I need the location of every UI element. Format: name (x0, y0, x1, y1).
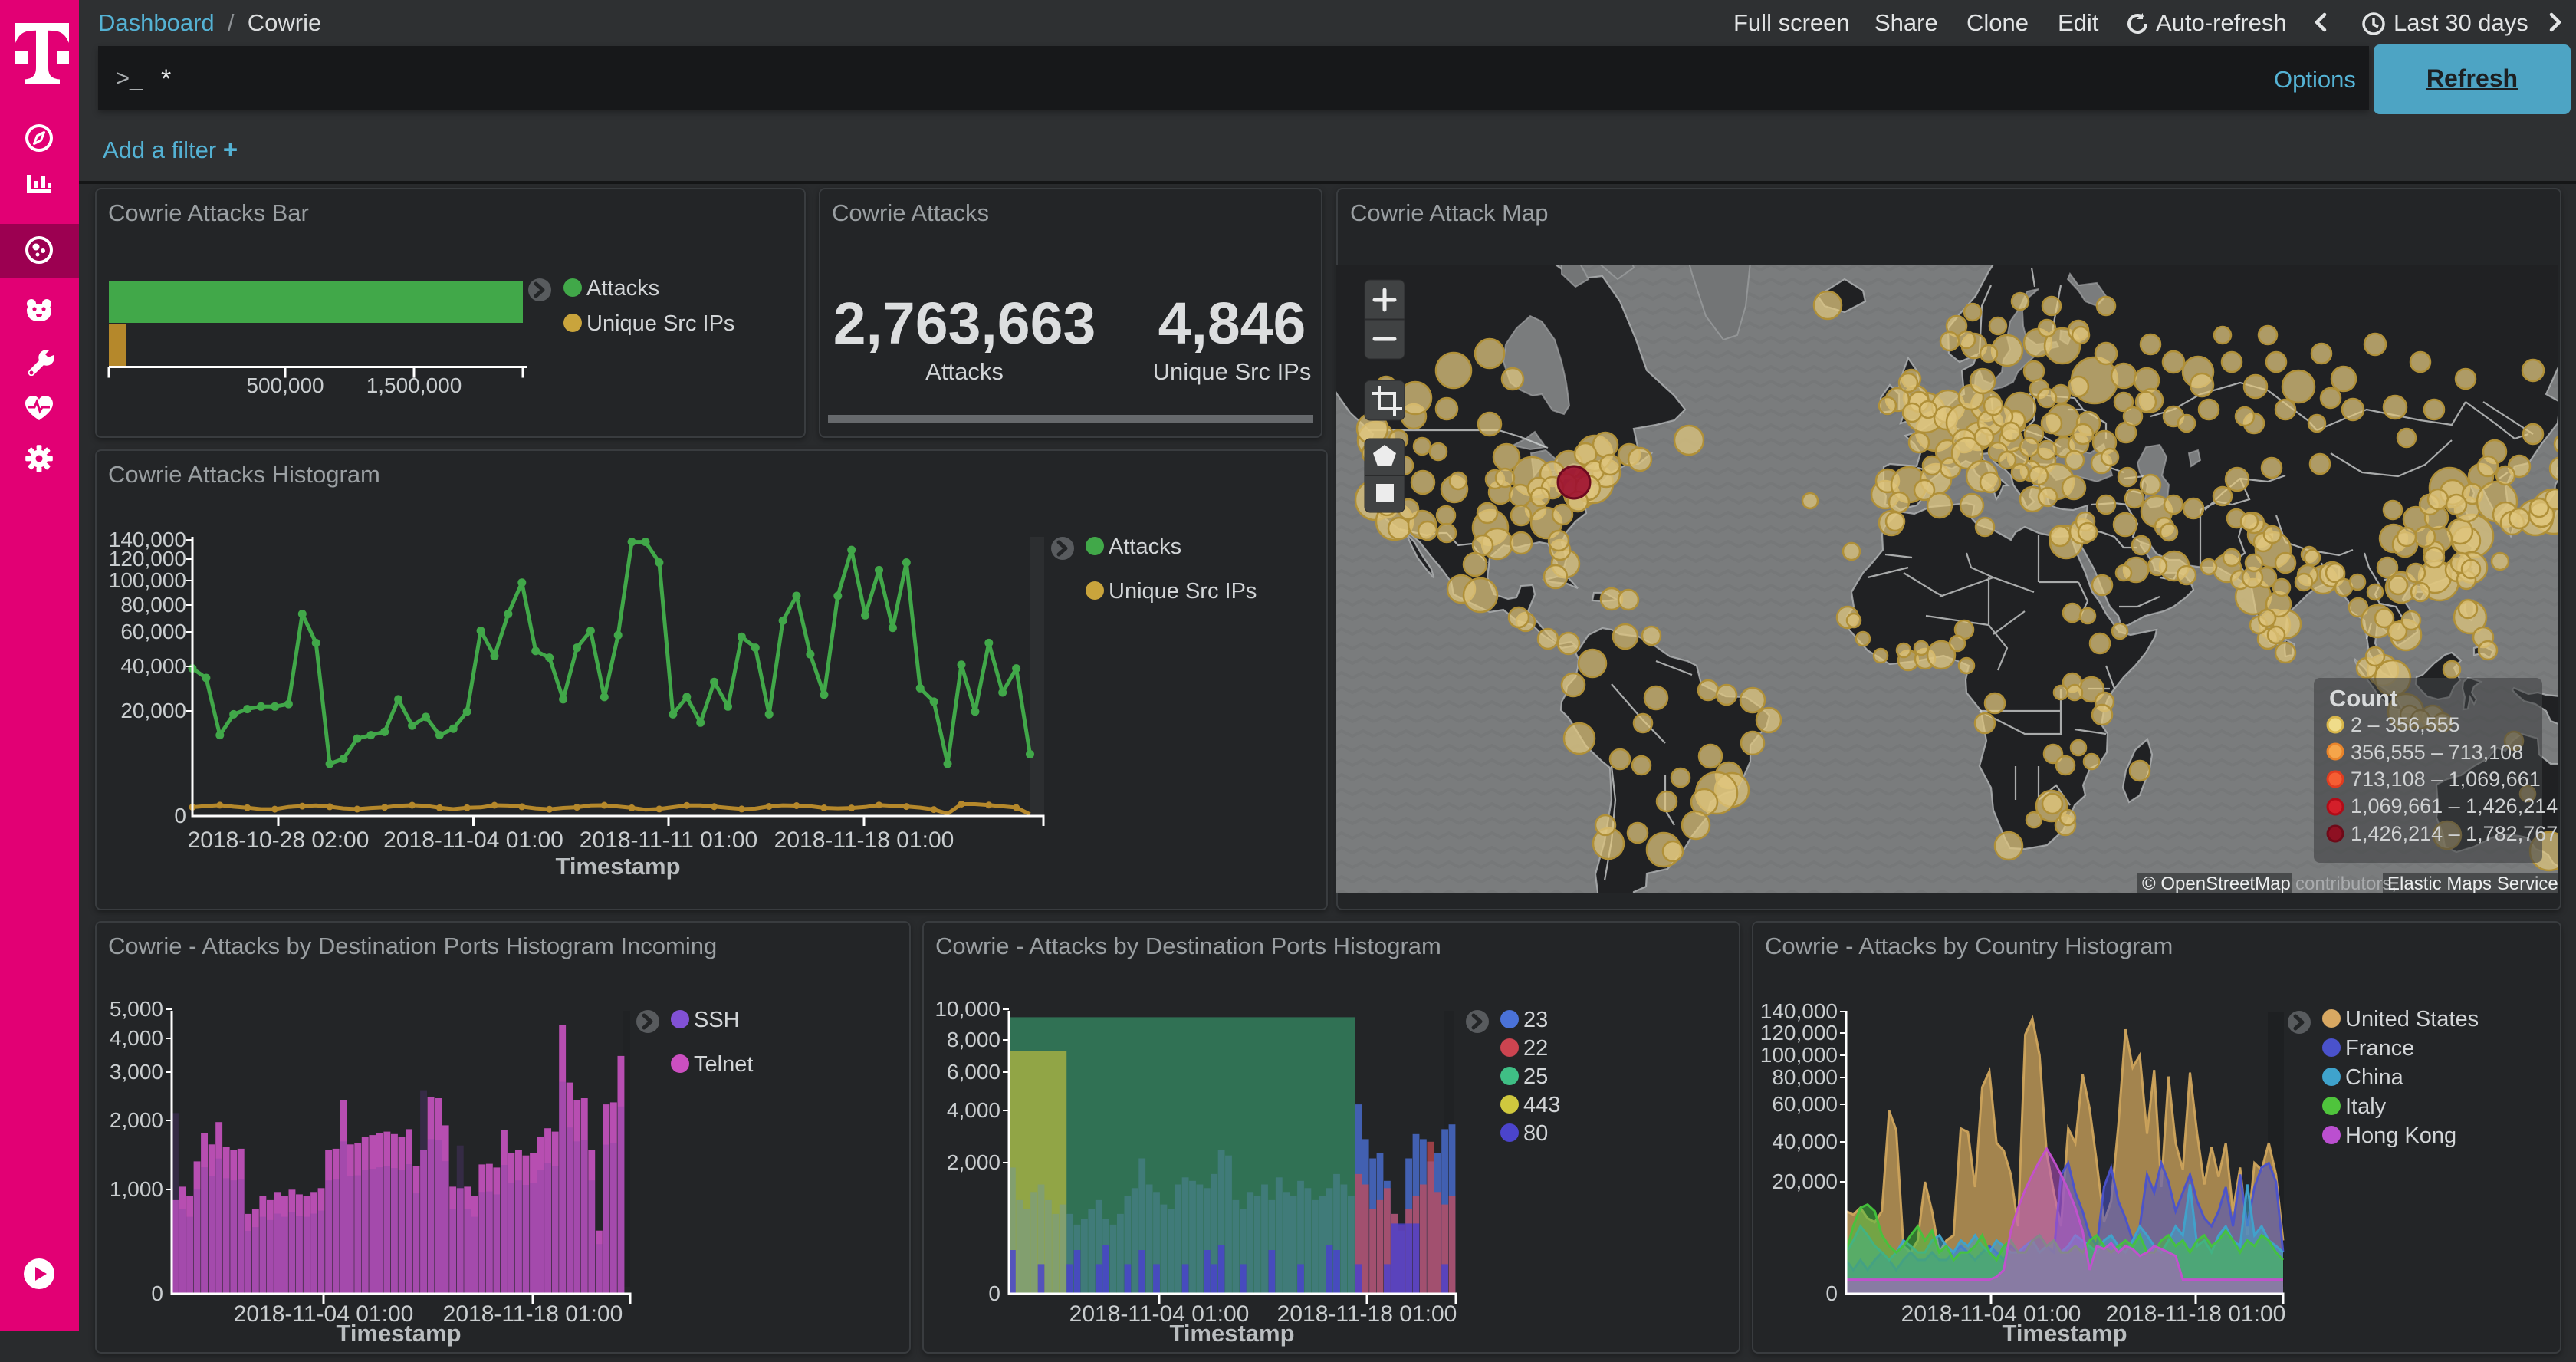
svg-text:2018-11-04 01:00: 2018-11-04 01:00 (234, 1301, 414, 1327)
svg-text:60,000: 60,000 (120, 620, 186, 643)
svg-text:1,500,000: 1,500,000 (366, 373, 462, 397)
svg-text:Timestamp: Timestamp (555, 853, 680, 880)
svg-text:140,000: 140,000 (109, 528, 186, 551)
svg-text:2018-11-11 01:00: 2018-11-11 01:00 (580, 827, 757, 853)
svg-text:Count: Count (2329, 685, 2398, 712)
svg-text:© OpenStreetMap: © OpenStreetMap (2142, 873, 2291, 894)
svg-text:France: France (2345, 1036, 2414, 1061)
svg-text:2018-11-18 01:00: 2018-11-18 01:00 (1277, 1301, 1457, 1327)
svg-text:8,000: 8,000 (947, 1028, 1001, 1051)
svg-text:80: 80 (1523, 1121, 1548, 1146)
svg-text:713,108 – 1,069,661: 713,108 – 1,069,661 (2351, 768, 2541, 791)
svg-text:40,000: 40,000 (1772, 1130, 1838, 1153)
svg-text:2018-10-28 02:00: 2018-10-28 02:00 (188, 827, 370, 853)
svg-text:United States: United States (2345, 1007, 2479, 1031)
svg-text:23: 23 (1523, 1008, 1548, 1032)
svg-text:Timestamp: Timestamp (336, 1320, 461, 1347)
svg-text:120,000: 120,000 (109, 547, 186, 571)
svg-text:6,000: 6,000 (947, 1060, 1001, 1084)
svg-text:China: China (2345, 1065, 2404, 1090)
svg-text:2018-11-04 01:00: 2018-11-04 01:00 (1901, 1301, 2082, 1327)
svg-text:0: 0 (1825, 1281, 1838, 1305)
svg-text:Telnet: Telnet (694, 1052, 753, 1077)
svg-text:2018-11-18 01:00: 2018-11-18 01:00 (2106, 1301, 2286, 1327)
svg-text:Elastic Maps Service: Elastic Maps Service (2387, 873, 2558, 894)
svg-text:443: 443 (1523, 1093, 1560, 1117)
svg-text:2,000: 2,000 (110, 1108, 163, 1132)
svg-text:0: 0 (174, 804, 186, 827)
svg-text:20,000: 20,000 (120, 699, 186, 722)
svg-text:2,000: 2,000 (947, 1150, 1001, 1174)
svg-text:40,000: 40,000 (120, 654, 186, 678)
svg-text:120,000: 120,000 (1760, 1021, 1838, 1045)
svg-text:5,000: 5,000 (110, 997, 163, 1021)
svg-text:Attacks: Attacks (586, 276, 659, 301)
svg-text:1,426,214 – 1,782,767: 1,426,214 – 1,782,767 (2351, 822, 2558, 845)
svg-text:Italy: Italy (2345, 1094, 2387, 1119)
svg-text:2 – 356,555: 2 – 356,555 (2351, 713, 2460, 736)
svg-text:contributors,: contributors, (2295, 873, 2397, 894)
svg-text:2018-11-04 01:00: 2018-11-04 01:00 (1070, 1301, 1250, 1327)
svg-text:Timestamp: Timestamp (1169, 1320, 1294, 1347)
svg-text:1,069,661 – 1,426,214: 1,069,661 – 1,426,214 (2351, 794, 2558, 818)
svg-text:4,000: 4,000 (947, 1098, 1001, 1122)
svg-text:2018-11-18 01:00: 2018-11-18 01:00 (774, 827, 955, 853)
svg-text:Attacks: Attacks (1109, 535, 1181, 559)
svg-text:100,000: 100,000 (109, 568, 186, 592)
svg-text:0: 0 (988, 1281, 1001, 1305)
svg-text:60,000: 60,000 (1772, 1092, 1838, 1116)
svg-text:140,000: 140,000 (1760, 999, 1838, 1023)
svg-text:0: 0 (151, 1281, 163, 1305)
svg-text:25: 25 (1523, 1064, 1548, 1089)
svg-text:80,000: 80,000 (120, 593, 186, 617)
svg-text:Unique Src IPs: Unique Src IPs (586, 311, 734, 336)
svg-text:Timestamp: Timestamp (2002, 1320, 2127, 1347)
svg-text:500,000: 500,000 (246, 373, 324, 397)
svg-text:20,000: 20,000 (1772, 1170, 1838, 1193)
svg-text:4,000: 4,000 (110, 1026, 163, 1050)
svg-text:3,000: 3,000 (110, 1060, 163, 1084)
svg-text:SSH: SSH (694, 1008, 740, 1032)
svg-text:80,000: 80,000 (1772, 1065, 1838, 1089)
svg-text:Unique Src IPs: Unique Src IPs (1109, 579, 1257, 604)
svg-text:100,000: 100,000 (1760, 1043, 1838, 1067)
svg-text:2018-11-18 01:00: 2018-11-18 01:00 (443, 1301, 623, 1327)
svg-text:10,000: 10,000 (935, 997, 1001, 1021)
svg-text:22: 22 (1523, 1036, 1548, 1061)
svg-text:2018-11-04 01:00: 2018-11-04 01:00 (383, 827, 564, 853)
svg-text:Hong Kong: Hong Kong (2345, 1123, 2456, 1148)
svg-text:1,000: 1,000 (110, 1177, 163, 1201)
svg-text:356,555 – 713,108: 356,555 – 713,108 (2351, 741, 2523, 764)
